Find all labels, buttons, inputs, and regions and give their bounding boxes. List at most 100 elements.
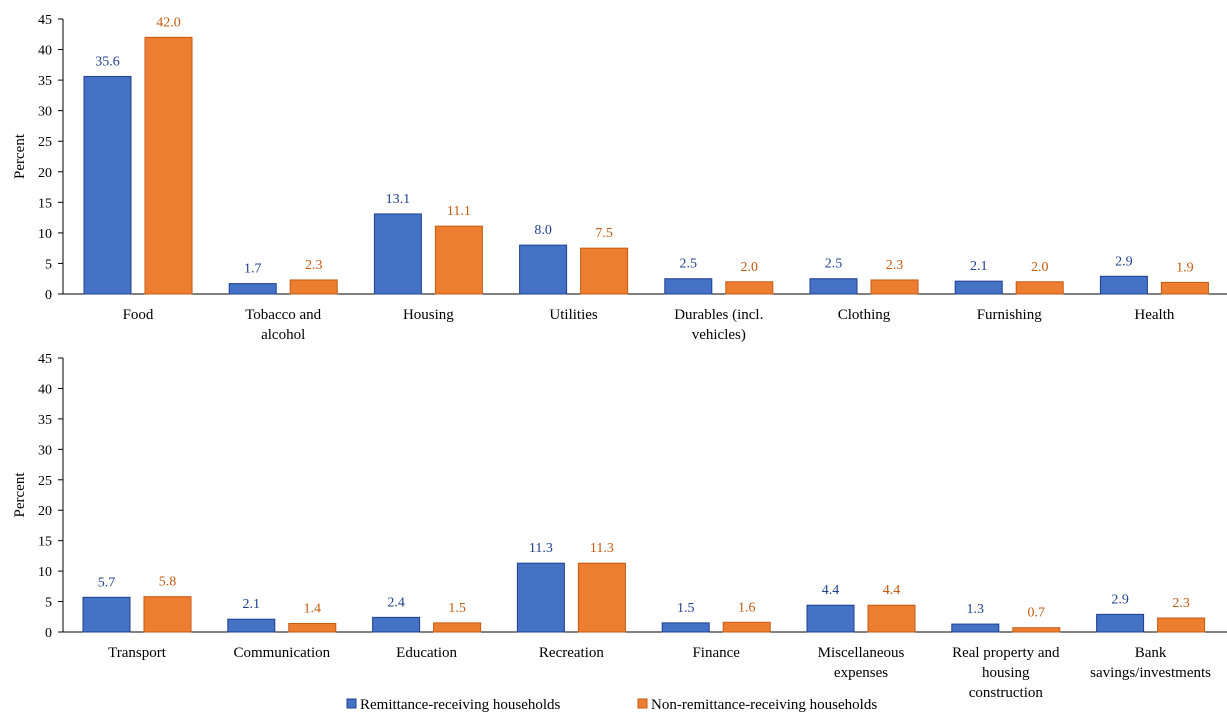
- y-tick-label: 30: [38, 443, 52, 458]
- bar: [288, 622, 337, 633]
- y-tick-label: 0: [45, 288, 52, 303]
- bar: [289, 279, 338, 295]
- data-label: 35.6: [95, 54, 120, 69]
- y-tick-label: 0: [45, 626, 52, 641]
- data-label: 2.1: [243, 597, 261, 612]
- data-label: 4.4: [822, 583, 840, 598]
- data-label: 2.4: [387, 595, 405, 610]
- bar: [83, 75, 132, 295]
- bar: [82, 596, 131, 633]
- bar: [372, 616, 421, 633]
- y-tick-label: 25: [38, 474, 52, 489]
- data-label: 11.3: [590, 541, 614, 556]
- x-tick-label: Recreation: [539, 645, 604, 661]
- data-label: 1.6: [738, 600, 756, 615]
- y-tick-label: 35: [38, 74, 52, 89]
- bar: [373, 213, 422, 295]
- x-tick-label: Clothing: [838, 307, 891, 323]
- x-tick-label: Tobacco and alcohol: [245, 307, 321, 343]
- data-label: 2.1: [970, 259, 988, 274]
- data-label: 11.1: [447, 204, 471, 219]
- legend-entry: Non-remittance-receiving households: [651, 697, 877, 713]
- y-tick-label: 10: [38, 565, 52, 580]
- bar: [434, 225, 483, 295]
- bar: [227, 618, 276, 633]
- data-label: 2.9: [1111, 592, 1129, 607]
- bar: [1012, 627, 1061, 633]
- data-label: 2.3: [305, 258, 323, 273]
- bar: [577, 562, 626, 633]
- data-label: 2.0: [1031, 260, 1049, 275]
- bar: [725, 281, 774, 295]
- data-label: 2.3: [886, 258, 904, 273]
- data-label: 1.9: [1176, 260, 1194, 275]
- x-tick-label: Utilities: [549, 307, 597, 323]
- y-tick-label: 10: [38, 227, 52, 242]
- y-tick-label: 20: [38, 166, 52, 181]
- x-tick-label: Housing: [403, 307, 454, 323]
- data-label: 13.1: [386, 192, 411, 207]
- x-tick-label: Health: [1134, 307, 1174, 323]
- x-tick-label: Real property and housing construction: [952, 645, 1060, 701]
- bar: [951, 623, 1000, 633]
- legend: Remittance-receiving households Non-remit…: [346, 697, 877, 713]
- data-label: 8.0: [534, 223, 552, 238]
- bar: [580, 247, 629, 295]
- data-label: 1.5: [677, 601, 695, 616]
- data-label: 1.4: [304, 601, 322, 616]
- bottom-panel: 0 5 10 15 20 25 30 35 40 45 Percent 5.7 5.8 Transport…: [12, 352, 1227, 701]
- data-label: 11.3: [529, 541, 553, 556]
- legend-entry: Remittance-receiving households: [360, 697, 561, 713]
- y-tick-label: 15: [38, 196, 52, 211]
- y-axis-title: Percent: [12, 133, 28, 179]
- data-label: 1.5: [448, 601, 466, 616]
- bar: [144, 36, 193, 295]
- data-label: 0.7: [1028, 606, 1046, 621]
- data-label: 4.4: [883, 583, 901, 598]
- y-tick-label: 35: [38, 413, 52, 428]
- bar: [1099, 275, 1148, 295]
- bar: [722, 621, 771, 633]
- data-label: 5.7: [98, 575, 116, 590]
- x-tick-label: Durables (incl. vehicles): [674, 307, 763, 343]
- data-label: 2.3: [1172, 596, 1190, 611]
- x-tick-label: Communication: [233, 645, 330, 661]
- y-tick-label: 25: [38, 135, 52, 150]
- bar: [806, 604, 855, 633]
- bar: [870, 279, 919, 295]
- y-tick-label: 5: [45, 596, 52, 611]
- y-axis-title: Percent: [12, 472, 28, 518]
- data-label: 2.5: [680, 257, 698, 272]
- data-label: 1.3: [967, 602, 985, 617]
- y-tick-label: 20: [38, 504, 52, 519]
- bar: [954, 280, 1003, 295]
- bar: [1096, 613, 1145, 633]
- data-label: 2.5: [825, 257, 843, 272]
- bar: [143, 596, 192, 633]
- legend-swatch: [346, 698, 357, 709]
- data-label: 2.0: [741, 260, 759, 275]
- data-label: 7.5: [595, 226, 613, 241]
- y-tick-label: 45: [38, 13, 52, 28]
- x-tick-label: Furnishing: [977, 307, 1043, 323]
- x-tick-label: Miscellaneous expenses: [818, 645, 905, 681]
- legend-swatch: [637, 698, 648, 709]
- y-tick-label: 40: [38, 382, 52, 397]
- data-label: 1.7: [244, 262, 262, 277]
- y-tick-label: 40: [38, 44, 52, 59]
- x-tick-label: Transport: [108, 645, 167, 661]
- x-tick-label: Bank savings/investments: [1090, 645, 1211, 681]
- bar: [433, 622, 482, 633]
- bar: [809, 278, 858, 295]
- bar: [228, 283, 277, 295]
- y-tick-label: 45: [38, 352, 52, 367]
- bar: [1157, 617, 1206, 633]
- x-tick-label: Education: [396, 645, 457, 661]
- bar: [1015, 281, 1064, 295]
- x-tick-label: Food: [123, 307, 154, 323]
- y-tick-label: 5: [45, 257, 52, 272]
- bar: [661, 622, 710, 633]
- data-label: 5.8: [159, 575, 177, 590]
